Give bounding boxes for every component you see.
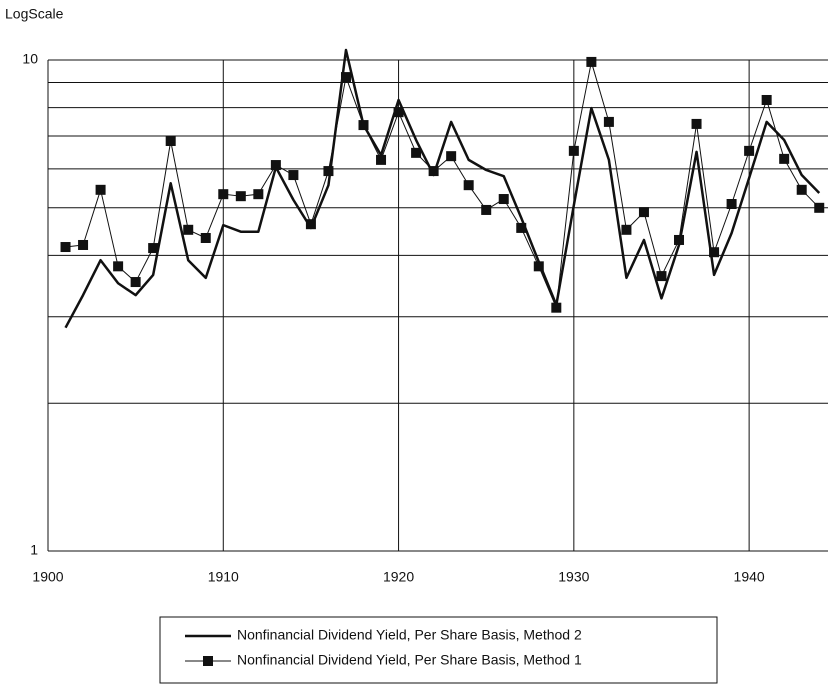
point-marker [393,107,404,118]
point-marker [463,180,474,191]
point-marker [674,234,685,245]
legend-marker [203,656,213,666]
point-marker [235,191,246,202]
point-marker [603,116,614,127]
point-marker [726,199,737,210]
point-marker [60,242,71,253]
point-marker [621,224,632,235]
point-marker [165,135,176,146]
point-marker [446,151,457,162]
legend-box [159,616,718,684]
series-line [64,48,821,329]
point-marker [481,204,492,215]
x-tick-label: 1930 [558,569,589,585]
point-marker [779,153,790,164]
y-axis-label: LogScale [5,6,64,22]
point-marker [78,239,89,250]
point-marker [270,160,281,171]
point-marker [761,94,772,105]
point-marker [113,261,124,272]
point-marker [323,166,334,177]
point-marker [130,277,141,288]
point-marker [95,184,106,195]
point-marker [200,232,211,243]
legend-label: Nonfinancial Dividend Yield, Per Share B… [237,652,582,668]
point-marker [516,222,527,233]
x-tick-label: 1910 [208,569,239,585]
point-marker [709,247,720,258]
point-marker [358,120,369,131]
point-marker [148,243,159,254]
series-line [65,61,820,309]
point-marker [656,271,667,282]
point-marker [498,194,509,205]
point-marker [744,145,755,156]
point-marker [428,166,439,177]
y-tick-label: 1 [30,542,38,558]
point-marker [253,189,264,200]
point-marker [305,219,316,230]
legend-label: Nonfinancial Dividend Yield, Per Share B… [237,627,582,643]
point-marker [568,145,579,156]
x-tick-label: 1920 [383,569,414,585]
point-marker [691,118,702,129]
x-tick-label: 1940 [734,569,765,585]
point-marker [183,224,194,235]
point-marker [533,261,544,272]
point-marker [814,202,825,213]
point-marker [586,56,597,67]
y-tick-label: 10 [22,51,38,67]
point-marker [376,154,387,165]
x-tick-label: 1900 [32,569,63,585]
point-marker [218,189,229,200]
point-marker [796,184,807,195]
point-marker [551,302,562,313]
point-marker [340,72,351,83]
point-marker [411,147,422,158]
point-marker [288,170,299,181]
point-marker [638,207,649,218]
